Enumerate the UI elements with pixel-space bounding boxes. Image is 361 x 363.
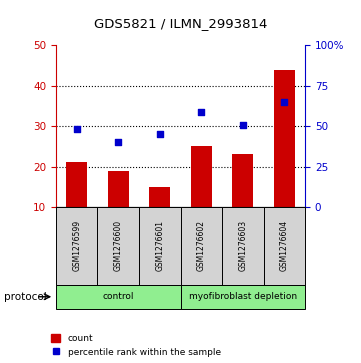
Text: myofibroblast depletion: myofibroblast depletion [189, 292, 297, 301]
Text: GSM1276601: GSM1276601 [155, 220, 164, 272]
Bar [108, 171, 129, 207]
Point [199, 109, 204, 114]
Bar [149, 187, 170, 207]
Bar [274, 70, 295, 207]
Point [240, 122, 245, 127]
Text: GSM1276602: GSM1276602 [197, 220, 206, 272]
Text: GSM1276603: GSM1276603 [238, 220, 247, 272]
Point [74, 126, 80, 132]
Point [157, 131, 162, 137]
Bar [66, 163, 87, 207]
Text: GDS5821 / ILMN_2993814: GDS5821 / ILMN_2993814 [94, 17, 267, 30]
Bar [191, 146, 212, 207]
Text: control: control [103, 292, 134, 301]
Text: GSM1276604: GSM1276604 [280, 220, 289, 272]
Bar [232, 154, 253, 207]
Point [116, 139, 121, 145]
Text: protocol: protocol [4, 292, 46, 302]
Text: GSM1276600: GSM1276600 [114, 220, 123, 272]
Legend: count, percentile rank within the sample: count, percentile rank within the sample [52, 334, 221, 357]
Point [282, 99, 287, 105]
Text: GSM1276599: GSM1276599 [72, 220, 81, 272]
